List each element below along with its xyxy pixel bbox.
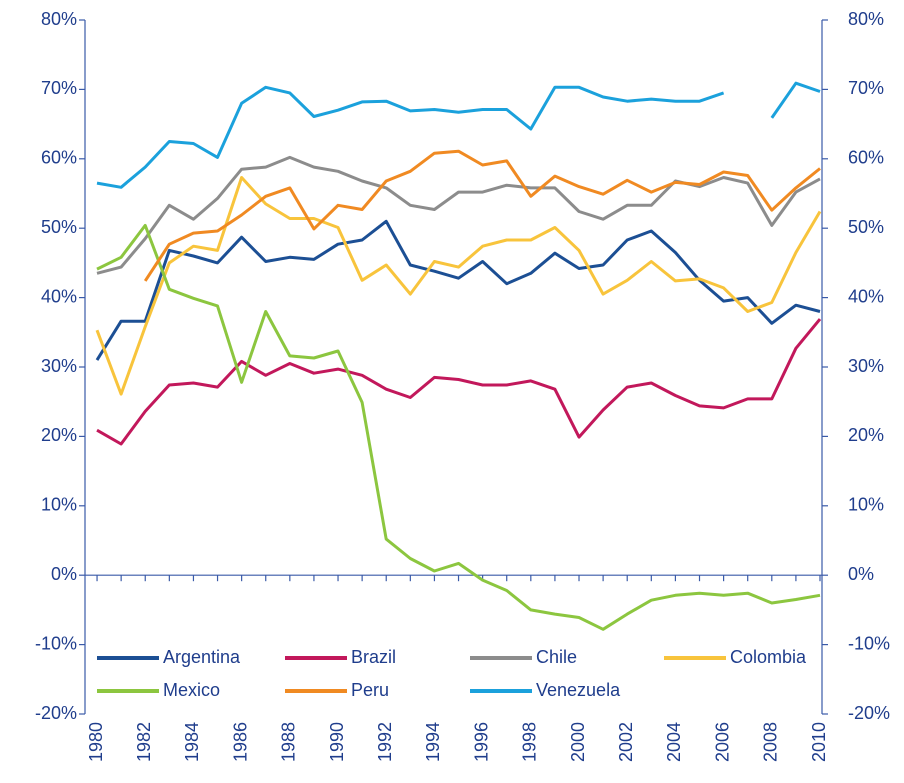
x-tick-label: 2004 [664,722,684,762]
legend-label: Argentina [163,647,241,667]
series-line [95,176,822,396]
y-tick-label: 50% [41,217,77,237]
y-tick-label: 20% [41,425,77,445]
series-line [96,81,821,189]
series-line [96,155,821,275]
x-tick-label: 2010 [809,722,829,762]
legend-label: Brazil [351,647,396,667]
y-tick-label: 60% [41,148,77,168]
y2-tick-label: -20% [848,703,890,723]
legend-label: Venezuela [536,680,621,700]
y2-tick-label: -10% [848,633,890,653]
y-tick-label: 40% [41,286,77,306]
y2-tick-label: 70% [848,78,884,98]
x-tick-label: 1980 [86,722,106,762]
series-line [96,223,821,631]
x-tick-label: 1984 [182,722,202,762]
y2-tick-label: 0% [848,564,874,584]
y-tick-label: 10% [41,495,77,515]
x-tick-label: 1998 [520,722,540,762]
y2-tick-label: 60% [848,148,884,168]
series-line [95,219,821,361]
x-tick-label: 1988 [279,722,299,762]
x-tick-label: 1994 [423,722,443,762]
y2-tick-label: 80% [848,9,884,29]
x-tick-label: 2008 [761,722,781,762]
y-tick-label: 80% [41,9,77,29]
y-tick-label: 70% [41,78,77,98]
y-tick-label: -20% [35,703,77,723]
legend-label: Mexico [163,680,220,700]
series-line [143,149,821,282]
y2-tick-label: 30% [848,356,884,376]
y-tick-label: 30% [41,356,77,376]
y-tick-label: -10% [35,633,77,653]
legend-label: Colombia [730,647,807,667]
x-tick-label: 2002 [616,722,636,762]
x-tick-label: 1990 [327,722,347,762]
legend-label: Chile [536,647,577,667]
y2-tick-label: 10% [848,495,884,515]
x-tick-label: 1982 [134,722,154,762]
y2-tick-label: 40% [848,286,884,306]
legend-label: Peru [351,680,389,700]
y2-tick-label: 50% [848,217,884,237]
y-tick-label: 0% [51,564,77,584]
series-line [96,318,822,446]
x-tick-label: 2000 [568,722,588,762]
y2-tick-label: 20% [848,425,884,445]
x-tick-label: 1986 [230,722,250,762]
x-tick-label: 1992 [375,722,395,762]
x-tick-label: 2006 [712,722,732,762]
x-tick-label: 1996 [471,722,491,762]
